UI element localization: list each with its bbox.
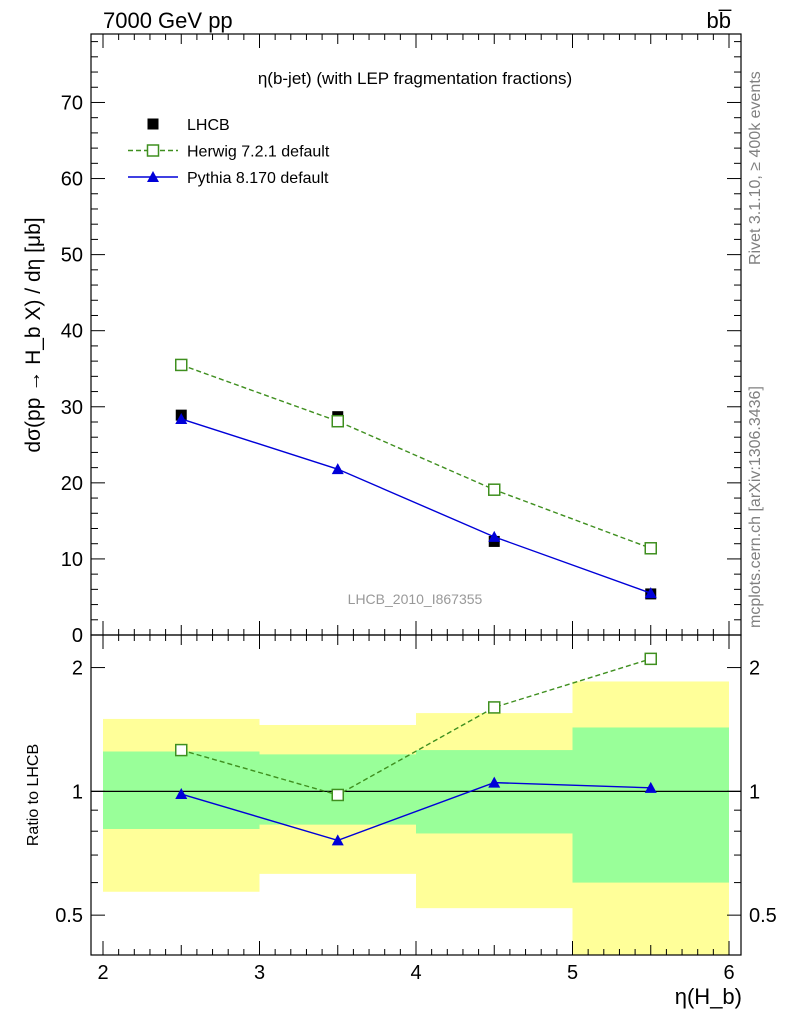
data-point-herwig [175, 358, 188, 372]
data-point-herwig [331, 414, 344, 428]
ratio-plot: 0.5 0.5 1 1 2 2 2 3 4 5 6 [55, 634, 777, 984]
legend-label-herwig: Herwig 7.2.1 default [187, 144, 330, 161]
xtick-label: 5 [567, 962, 578, 984]
ratio-ytick-label: 1 [72, 781, 83, 803]
ratio-ytick-label-right: 2 [749, 658, 760, 680]
rivet-label: Rivet 3.1.10, ≥ 400k events [747, 71, 764, 265]
data-point-pythia [488, 530, 501, 542]
ratio-point-herwig [644, 652, 657, 666]
data-point-herwig [644, 542, 657, 555]
legend: LHCB Herwig 7.2.1 default Pythia 8.170 def… [128, 117, 330, 187]
series-line-herwig [181, 658, 651, 796]
xtick-label: 6 [723, 962, 734, 984]
main-ytick-label: 50 [61, 245, 83, 267]
ratio-point-pythia [644, 781, 657, 793]
series-line-pythia [181, 418, 651, 594]
ratio-ytick-label-right: 0.5 [749, 905, 777, 927]
ratio-point-herwig [331, 788, 344, 802]
uncertainty-band-inner [572, 727, 729, 883]
main-plot: η(b-jet) (with LEP fragmentation fractio… [61, 33, 742, 647]
data-point-herwig [488, 483, 501, 496]
header-left: 7000 GeV pp [103, 8, 233, 33]
series-line-herwig [181, 364, 651, 549]
ratio-ytick-label: 2 [72, 658, 83, 680]
main-ytick-label: 70 [61, 92, 83, 114]
data-point-pythia [644, 587, 657, 599]
legend-label-pythia: Pythia 8.170 default [187, 170, 329, 187]
main-ytick-label: 10 [61, 549, 83, 571]
main-ytick-label: 20 [61, 473, 83, 495]
data-point-pythia [331, 463, 344, 475]
ratio-point-pythia [331, 834, 344, 846]
main-y-label: dσ(pp → H_b X) / dη [μb] [22, 217, 45, 452]
main-ytick-label: 60 [61, 169, 83, 191]
ratio-point-pythia [175, 788, 188, 800]
legend-marker-herwig [146, 144, 160, 157]
header-right: bb̅ [707, 8, 732, 33]
xtick-label: 3 [254, 962, 265, 984]
legend-label-lhcb: LHCB [187, 117, 230, 134]
ratio-ytick-label: 0.5 [55, 905, 83, 927]
xtick-label: 4 [410, 962, 421, 984]
data-point-pythia [175, 412, 188, 424]
main-title: η(b-jet) (with LEP fragmentation fractio… [258, 69, 572, 88]
ratio-point-herwig [175, 743, 188, 757]
legend-marker-lhcb [147, 118, 159, 130]
main-ytick-label: 0 [72, 625, 83, 647]
main-ytick-label: 40 [61, 321, 83, 343]
ratio-ytick-label-right: 1 [749, 781, 760, 803]
ratio-y-label: Ratio to LHCB [25, 744, 42, 846]
ratio-point-pythia [488, 776, 501, 788]
ratio-point-herwig [488, 701, 501, 714]
watermark: LHCB_2010_I867355 [348, 591, 483, 607]
main-y-label-text: dσ(pp → H_b X) / dη [μb] [22, 217, 45, 452]
series-line-pythia [181, 781, 651, 842]
main-ytick-label: 30 [61, 397, 83, 419]
source-label: mcplots.cern.ch [arXiv:1306.3436] [747, 386, 764, 628]
x-axis-label: η(H_b) [675, 984, 742, 1009]
xtick-label: 2 [97, 962, 108, 984]
legend-marker-pythia [147, 171, 159, 182]
